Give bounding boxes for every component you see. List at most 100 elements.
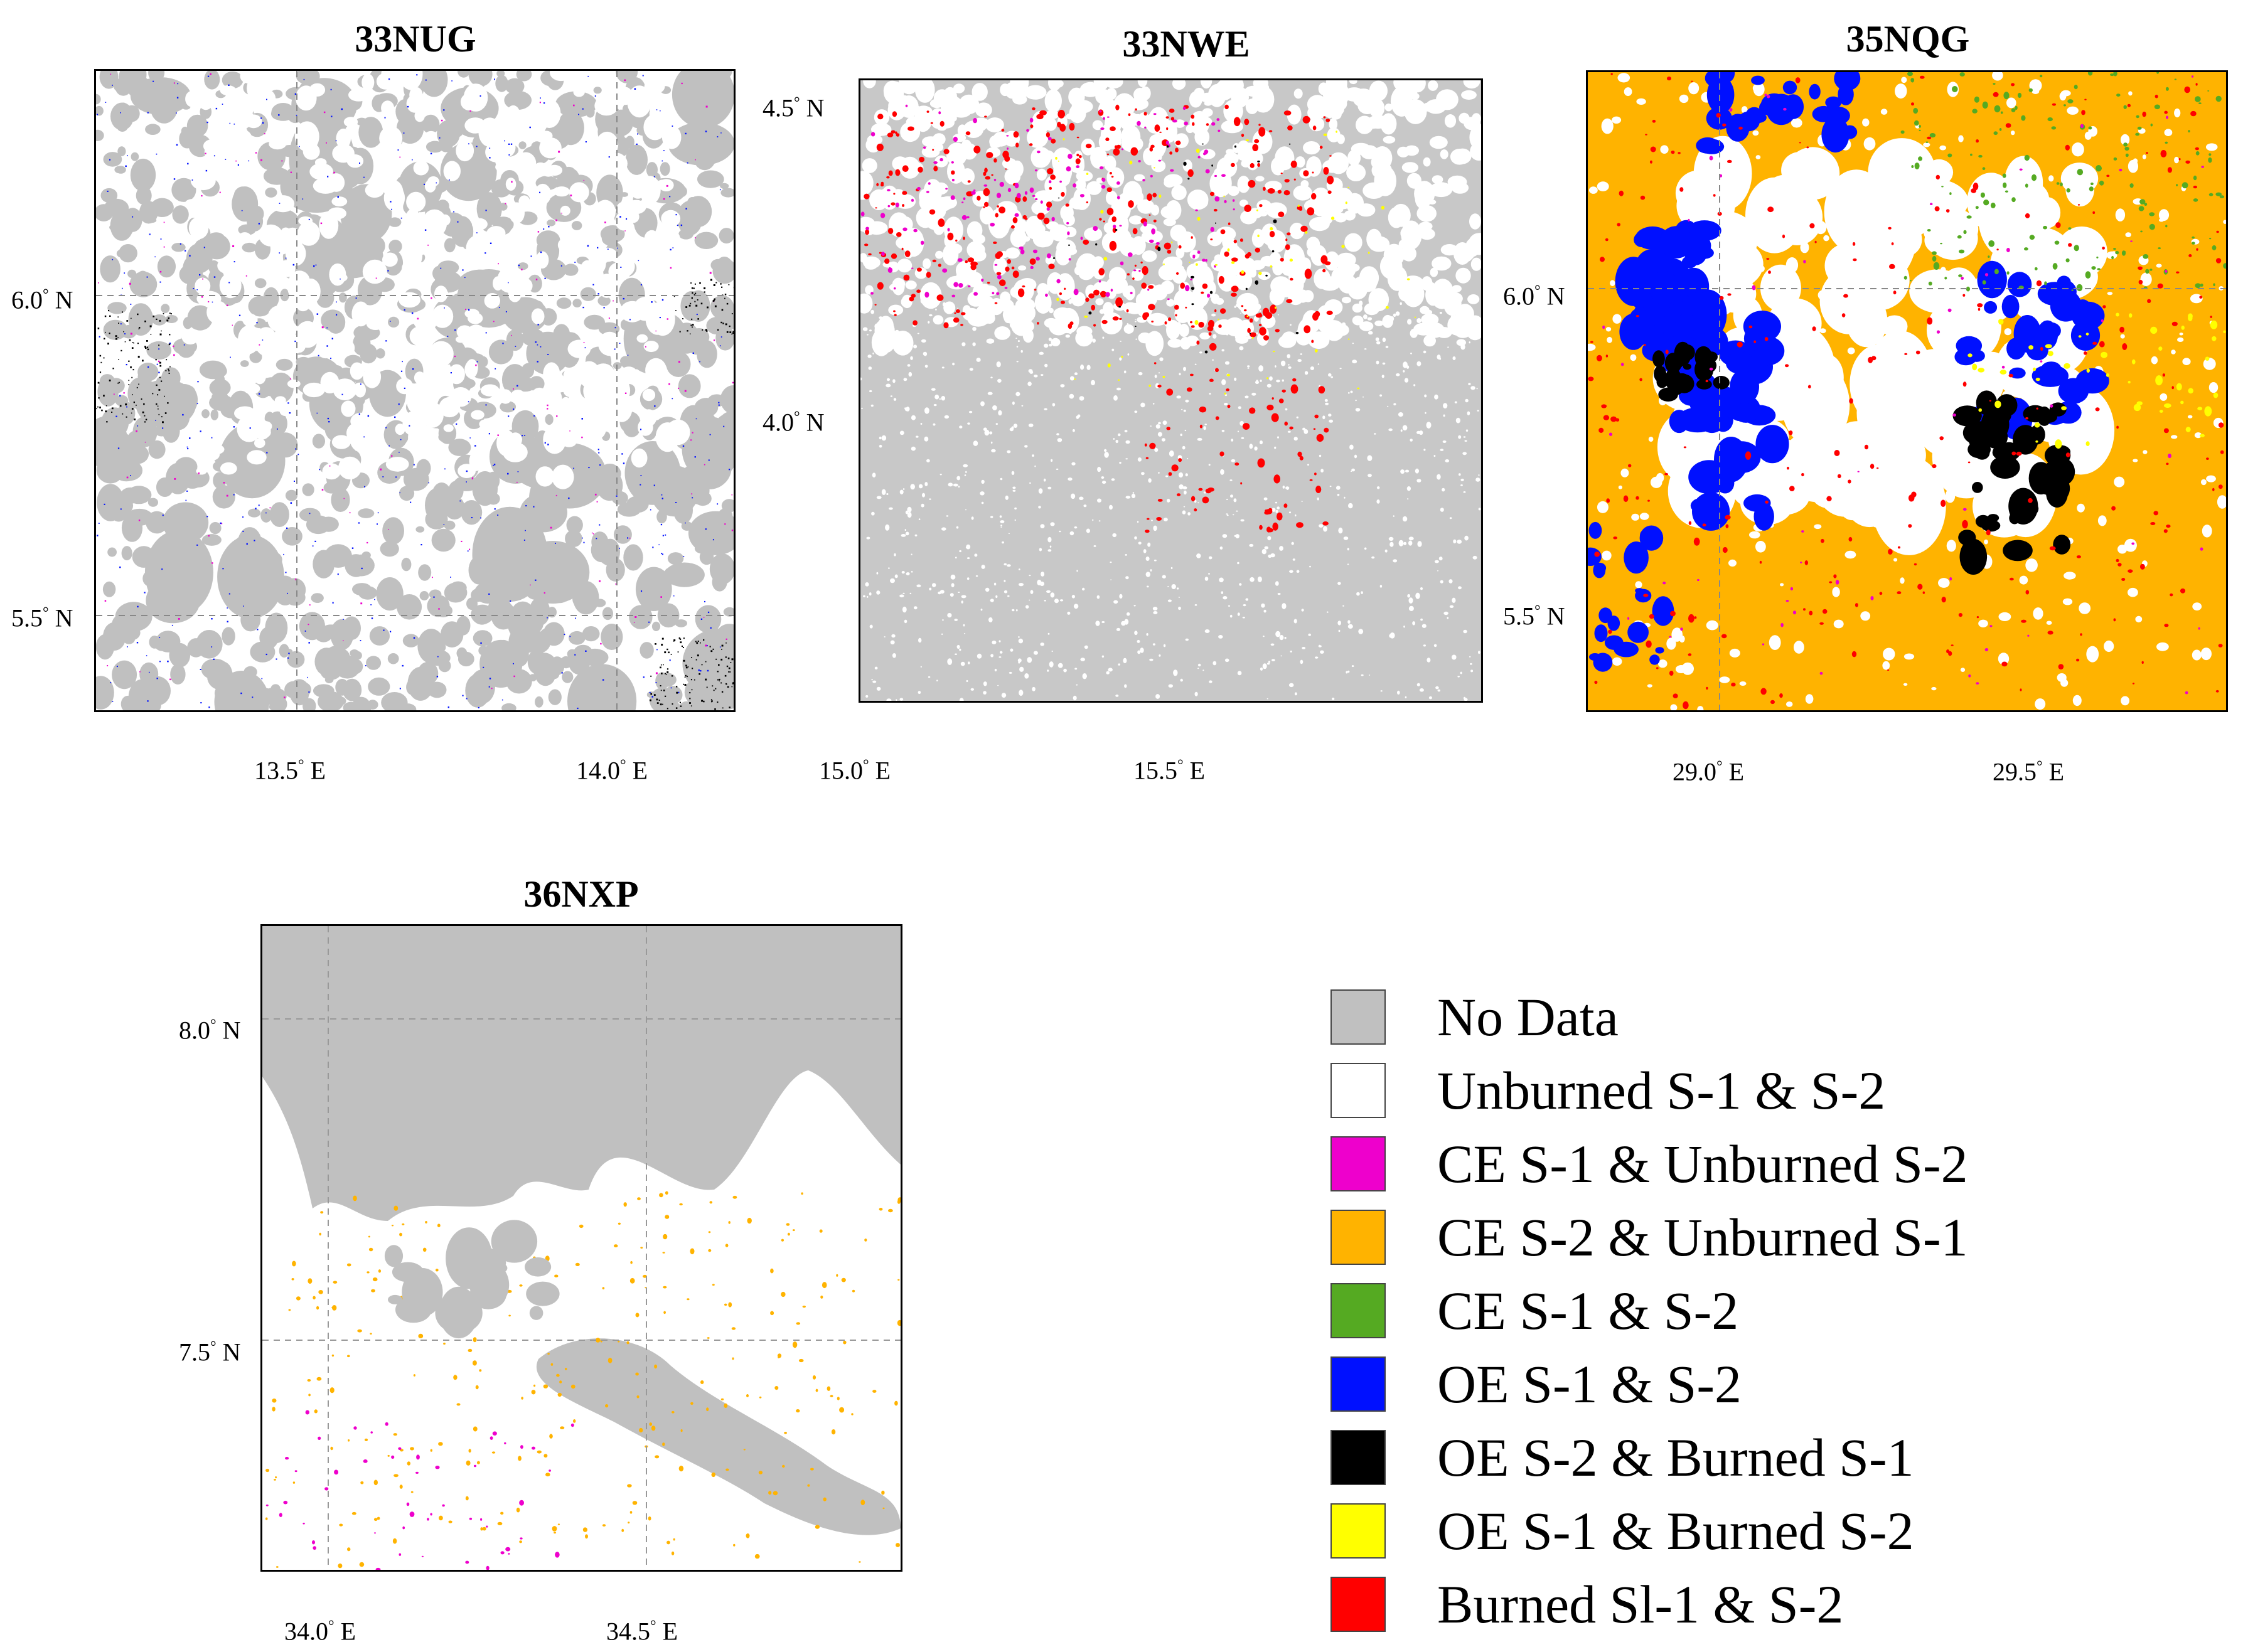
map-speckle xyxy=(720,183,729,189)
map-speckle xyxy=(1292,558,1295,561)
map-speckle xyxy=(1257,160,1260,163)
map-speckle xyxy=(1277,436,1279,439)
map-speckle xyxy=(1398,286,1414,302)
map-speckle xyxy=(1046,590,1051,594)
map-speckle xyxy=(971,516,974,520)
map-speckle xyxy=(1141,230,1163,243)
map-speckle xyxy=(380,468,382,471)
map-speckle xyxy=(588,415,607,439)
map-speckle xyxy=(211,646,213,647)
map-speckle xyxy=(1232,143,1240,153)
map-speckle xyxy=(156,363,158,365)
map-speckle xyxy=(645,346,646,348)
map-speckle xyxy=(1380,690,1383,692)
map-speckle xyxy=(543,228,545,230)
map-speckle xyxy=(1440,149,1448,159)
map-speckle xyxy=(1105,137,1110,141)
map-speckle xyxy=(726,331,729,333)
map-speckle xyxy=(1304,269,1312,279)
map-speckle xyxy=(1050,522,1055,526)
map-speckle xyxy=(682,417,734,481)
map-speckle xyxy=(860,211,865,216)
map-speckle xyxy=(1095,88,1112,104)
map-speckle xyxy=(399,292,420,308)
map-speckle xyxy=(118,216,135,236)
map-speckle xyxy=(655,672,670,690)
map-speckle xyxy=(1361,591,1363,594)
map-speckle xyxy=(169,678,171,681)
map-speckle xyxy=(233,494,235,496)
map-speckle xyxy=(662,703,663,705)
map-speckle xyxy=(561,672,563,674)
map-speckle xyxy=(2064,572,2076,580)
map-speckle xyxy=(1024,673,1029,679)
map-speckle xyxy=(144,442,146,443)
map-speckle xyxy=(704,600,705,602)
map-speckle xyxy=(1042,310,1044,312)
map-speckle xyxy=(226,494,228,497)
map-speckle xyxy=(1421,624,1427,628)
map-speckle xyxy=(141,398,142,400)
map-speckle xyxy=(129,339,131,341)
map-speckle xyxy=(1282,379,1284,382)
map-speckle xyxy=(1410,328,1418,338)
map-speckle xyxy=(1185,473,1188,477)
map-speckle xyxy=(1266,663,1270,665)
map-speckle xyxy=(1368,474,1372,477)
map-speckle xyxy=(1106,167,1125,188)
map-speckle xyxy=(1334,213,1347,223)
map-speckle xyxy=(290,502,292,504)
map-speckle xyxy=(650,509,651,511)
map-speckle xyxy=(926,110,929,113)
map-speckle xyxy=(1237,671,1242,676)
map-speckle xyxy=(547,219,556,226)
map-speckle xyxy=(661,498,663,499)
map-speckle xyxy=(1018,265,1027,271)
map-speckle xyxy=(701,664,703,666)
map-speckle xyxy=(2125,232,2131,237)
map-speckle xyxy=(661,637,664,640)
map-speckle xyxy=(693,294,695,296)
map-speckle xyxy=(1134,264,1137,267)
map-speckle xyxy=(494,78,495,80)
map-speckle xyxy=(469,451,484,471)
map-speckle xyxy=(462,695,464,696)
map-speckle xyxy=(1350,390,1353,393)
map-speckle xyxy=(1393,403,1396,406)
map-speckle xyxy=(665,248,687,275)
map-speckle xyxy=(238,325,260,354)
map-speckle xyxy=(1110,289,1113,292)
map-speckle xyxy=(720,283,722,285)
map-speckle xyxy=(1435,686,1439,690)
map-speckle xyxy=(1288,125,1293,129)
map-speckle xyxy=(1211,164,1213,167)
map-speckle xyxy=(889,339,892,341)
map-speckle xyxy=(1209,191,1215,196)
map-speckle xyxy=(1224,361,1230,365)
map-speckle xyxy=(881,435,887,441)
map-speckle xyxy=(361,567,363,570)
map-speckle xyxy=(585,141,587,143)
map-speckle xyxy=(1211,122,1216,126)
map-speckle xyxy=(597,449,599,450)
map-speckle xyxy=(902,606,907,613)
map-speckle xyxy=(656,109,658,110)
map-speckle xyxy=(728,667,731,669)
map-speckle xyxy=(1320,650,1324,654)
map-speckle xyxy=(970,688,975,691)
map-speckle xyxy=(1309,216,1330,232)
map-speckle xyxy=(1059,292,1063,296)
map-speckle xyxy=(265,187,277,198)
map-speckle xyxy=(1445,459,1450,462)
map-speckle xyxy=(510,143,513,145)
map-speckle xyxy=(163,246,165,248)
map-speckle xyxy=(146,577,200,624)
map-speckle xyxy=(1018,568,1020,570)
map-speckle xyxy=(1791,118,1802,128)
map-speckle xyxy=(1288,511,1292,514)
map-speckle xyxy=(1432,175,1443,184)
map-speckle xyxy=(1256,209,1258,211)
map-speckle xyxy=(1416,479,1421,482)
map-speckle xyxy=(213,276,216,278)
map-speckle xyxy=(142,360,144,362)
